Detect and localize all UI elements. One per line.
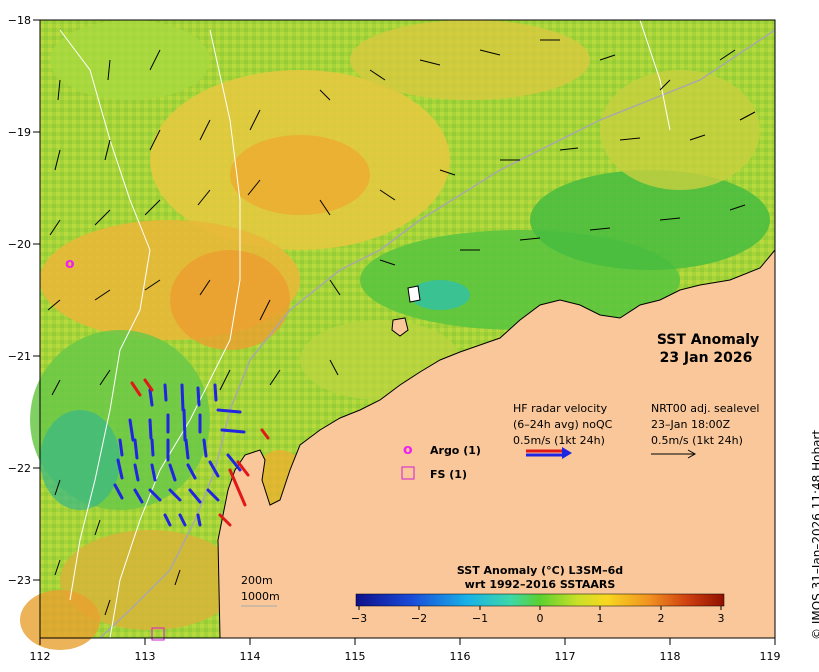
depth-1000-label: 1000m (241, 590, 280, 603)
colorbar-tick-label: −2 (411, 612, 427, 625)
colorbar (355, 593, 725, 607)
nrt-legend-line3: 0.5m/s (1kt 24h) (651, 434, 743, 447)
lon-label: 112 (30, 650, 51, 663)
nrt-legend-line2: 23–Jan 18:00Z (651, 418, 731, 431)
lat-label: −18 (8, 14, 31, 27)
axis-ticks (33, 19, 776, 645)
lat-label: −22 (8, 462, 31, 475)
map-title: SST Anomaly (657, 332, 759, 348)
island (391, 317, 409, 337)
colorbar-tick-label: 2 (658, 612, 665, 625)
map-frame (39, 19, 776, 639)
colorbar-tick-label: 3 (718, 612, 725, 625)
colorbar-tick-label: −1 (472, 612, 488, 625)
fs-legend-label: FS (1) (430, 468, 467, 481)
fs-legend-symbol (401, 466, 415, 480)
colorbar-tick-label: 1 (597, 612, 604, 625)
lon-label: 113 (135, 650, 156, 663)
lat-label: −20 (8, 238, 31, 251)
lat-label: −23 (8, 574, 31, 587)
depth-200-label: 200m (241, 574, 273, 587)
lat-label: −21 (8, 350, 31, 363)
hf-radar-vectors (113, 383, 246, 527)
nrt-legend-arrow (651, 449, 697, 459)
lon-label: 116 (450, 650, 471, 663)
argo-legend-label: Argo (1) (430, 444, 481, 457)
bathymetry-contours (59, 19, 776, 639)
hf-legend-line3: 0.5m/s (1kt 24h) (513, 434, 605, 447)
lon-label: 118 (660, 650, 681, 663)
sealevel-vectors (47, 39, 756, 616)
credit-label: © IMOS 31–Jan–2026 11:48 Hobart (810, 429, 819, 640)
colorbar-subtitle: wrt 1992–2016 SSTAARS (465, 578, 616, 591)
hf-radar-vectors-red (130, 378, 270, 527)
colorbar-tick-label: −3 (351, 612, 367, 625)
hf-legend-line1: HF radar velocity (513, 402, 608, 415)
fs-marker (151, 627, 165, 641)
colorbar-title: SST Anomaly (°C) L3SM–6d (457, 564, 623, 577)
argo-legend-symbol: o (403, 442, 413, 458)
nrt-legend-line1: NRT00 adj. sealevel (651, 402, 759, 415)
lat-label: −19 (8, 126, 31, 139)
lon-label: 114 (240, 650, 261, 663)
latitude-labels: −18 −19 −20 −21 −22 −23 (8, 14, 31, 587)
map-date: 23 Jan 2026 (660, 350, 753, 366)
longitude-labels: 112 113 114 115 116 117 118 119 (30, 650, 781, 663)
lon-label: 117 (555, 650, 576, 663)
lon-label: 119 (760, 650, 781, 663)
lon-label: 115 (345, 650, 366, 663)
colorbar-tick-label: 0 (537, 612, 544, 625)
argo-float-marker: o (65, 256, 75, 272)
island-cloud (407, 285, 421, 303)
hf-legend-arrow (526, 447, 572, 459)
colorbar-ticks (358, 606, 722, 610)
hf-legend-line2: (6–24h avg) noQC (513, 418, 613, 431)
